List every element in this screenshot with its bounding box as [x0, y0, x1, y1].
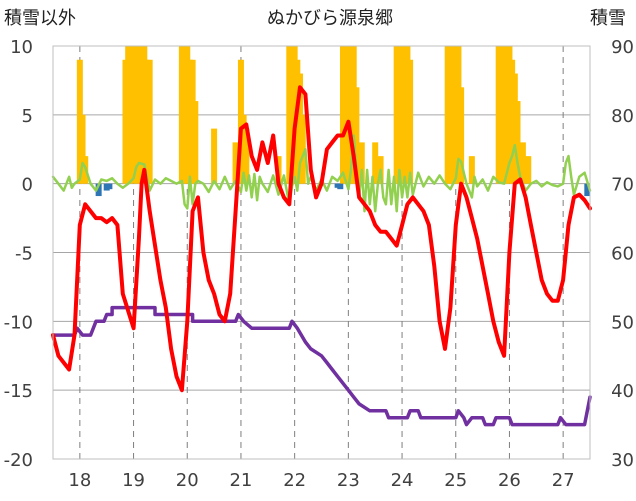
left-tick-label: 5 — [22, 106, 33, 127]
bar — [95, 183, 102, 197]
plot-area-border — [52, 45, 591, 460]
bar — [514, 101, 521, 184]
right-tick-label: 70 — [611, 175, 634, 196]
left-axis-label: 積雪以外 — [4, 8, 76, 29]
x-tick-label: 20 — [176, 470, 199, 491]
bar — [337, 183, 344, 190]
series-line-snow-depth — [51, 305, 592, 427]
bar — [519, 142, 526, 184]
chart-title: ぬかびら源泉郷 — [267, 8, 393, 29]
bar — [178, 46, 185, 184]
bar — [125, 46, 132, 184]
right-tick-label: 80 — [611, 106, 634, 127]
bar — [130, 46, 137, 184]
bar — [79, 114, 86, 184]
bar — [299, 114, 306, 184]
bar — [353, 87, 360, 184]
right-axis-label: 積雪 — [590, 8, 626, 29]
right-tick-label: 50 — [611, 312, 634, 333]
series-line-green — [51, 134, 592, 213]
bar — [106, 183, 113, 190]
bar — [243, 128, 250, 184]
right-tick-label: 30 — [611, 450, 634, 471]
left-tick-label: -15 — [4, 381, 33, 402]
right-tick-label: 90 — [611, 37, 634, 58]
x-axis-ticks: 18 19 20 21 22 23 24 25 26 27 — [68, 470, 574, 491]
precipitation-bars — [95, 183, 591, 197]
series-line-temperature — [51, 85, 592, 393]
right-axis-ticks: 90 80 70 60 50 40 30 — [611, 37, 634, 471]
right-tick-label: 40 — [611, 381, 634, 402]
bar — [458, 87, 465, 184]
bar — [146, 59, 153, 184]
bar — [232, 142, 239, 184]
x-tick-label: 23 — [337, 470, 360, 491]
bar — [525, 156, 532, 184]
bar — [372, 142, 379, 184]
x-tick-label: 24 — [391, 470, 414, 491]
bar — [211, 128, 218, 184]
left-tick-label: -5 — [15, 244, 33, 265]
bar — [358, 142, 365, 184]
x-tick-label: 27 — [552, 470, 575, 491]
x-tick-label: 18 — [68, 470, 91, 491]
left-axis-ticks: 10 5 0 -5 -10 -15 -20 — [4, 37, 33, 471]
left-tick-label: 10 — [10, 37, 33, 58]
bar — [468, 156, 475, 184]
left-tick-label: -20 — [4, 450, 33, 471]
left-tick-label: 0 — [22, 175, 33, 196]
left-tick-label: -10 — [4, 312, 33, 333]
x-tick-label: 26 — [498, 470, 521, 491]
x-tick-label: 22 — [283, 470, 306, 491]
bar — [407, 59, 414, 184]
x-tick-label: 21 — [229, 470, 252, 491]
bar — [584, 183, 591, 197]
right-tick-label: 60 — [611, 244, 634, 265]
bar — [192, 101, 199, 184]
series-lines — [51, 85, 592, 427]
x-tick-label: 25 — [444, 470, 467, 491]
x-tick-label: 19 — [122, 470, 145, 491]
